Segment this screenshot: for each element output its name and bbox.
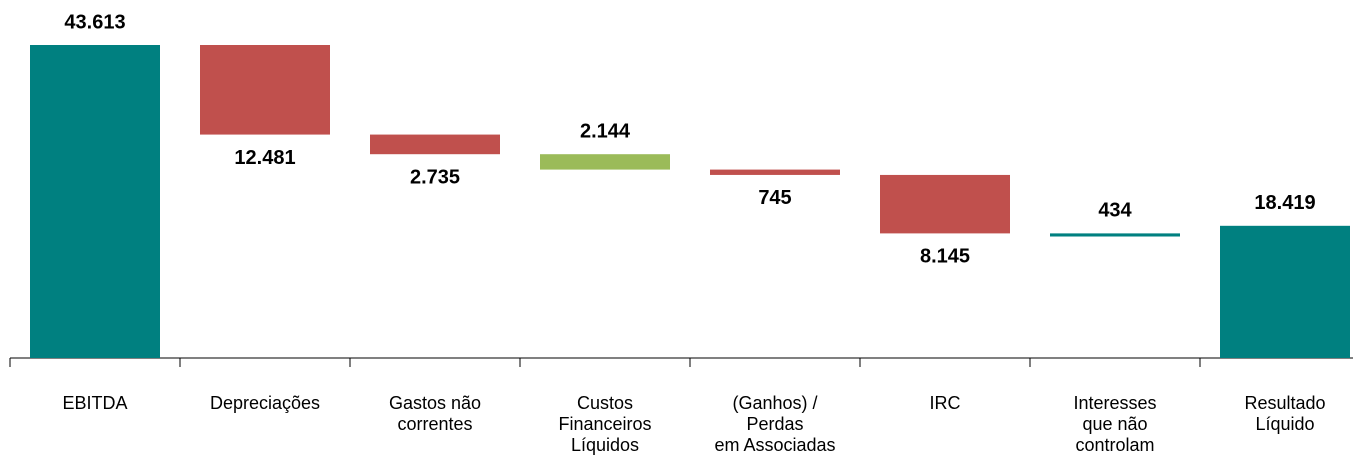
bar [1220,225,1350,358]
bar [880,174,1010,234]
x-tick-label: IRC [929,393,961,413]
bar [710,169,840,175]
value-label: 2.144 [580,120,631,142]
value-label: 2.735 [410,166,460,188]
bar [370,134,500,155]
bar [200,45,330,135]
x-tick-label: (Ganhos) / Perdas em Associadas [714,393,836,455]
bar [30,45,160,358]
value-label: 434 [1098,200,1132,222]
value-label: 18.419 [1254,192,1315,214]
value-label: 12.481 [234,147,295,169]
x-tick-label: Gastos não correntes [388,393,482,434]
x-tick-label: Interesses que não controlam [1073,393,1157,455]
x-tick-label: Custos Financeiros Líquidos [558,393,652,455]
bar [540,154,670,170]
x-tick-label: Depreciações [209,393,321,413]
bar [1050,233,1180,237]
x-tick-label: Resultado Líquido [1244,393,1326,434]
value-label: 43.613 [64,11,125,33]
value-label: 8.145 [920,246,970,268]
value-label: 745 [758,187,791,209]
x-tick-label: EBITDA [62,393,128,413]
